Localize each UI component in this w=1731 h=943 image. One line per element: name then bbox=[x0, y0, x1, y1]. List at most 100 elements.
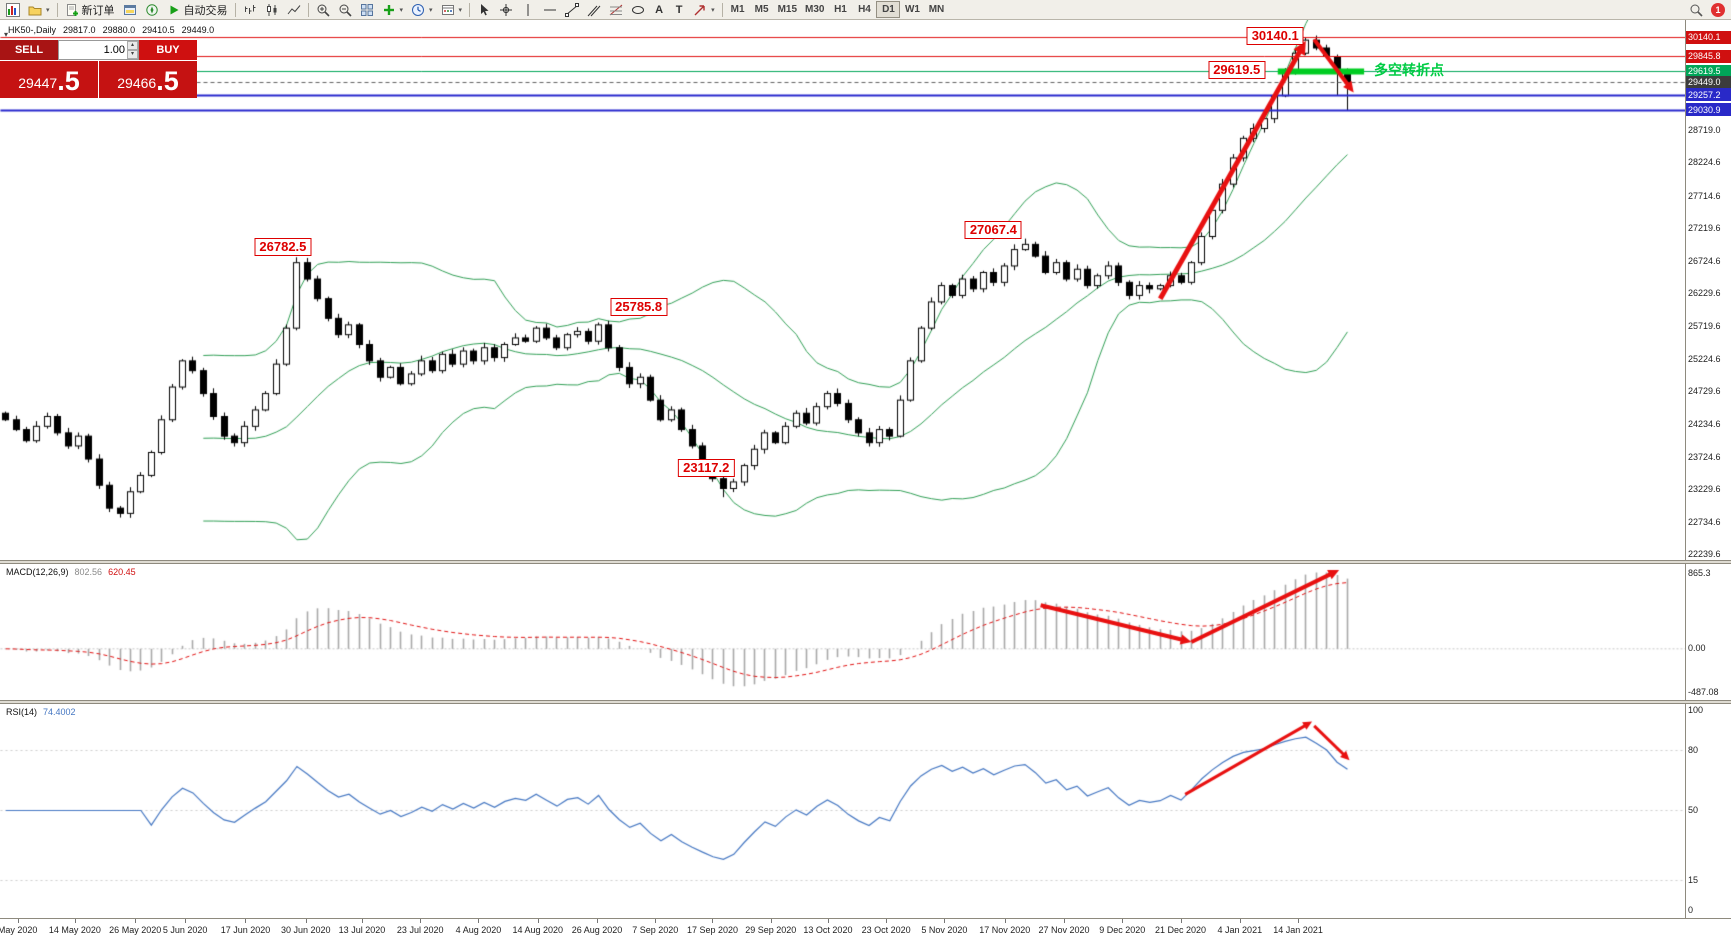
time-axis-label: 23 Oct 2020 bbox=[861, 925, 911, 935]
volume-input[interactable] bbox=[59, 41, 127, 59]
buy-button[interactable]: BUY bbox=[139, 40, 197, 60]
time-axis-tick bbox=[74, 919, 76, 923]
search-icon bbox=[1690, 4, 1703, 17]
volume-increase-button[interactable]: ▴ bbox=[127, 41, 138, 50]
text-label-icon: T bbox=[675, 3, 683, 16]
price-axis-label: 22734.6 bbox=[1688, 516, 1721, 527]
fibonacci-button[interactable] bbox=[605, 1, 627, 19]
price-axis-label: 25719.6 bbox=[1688, 321, 1721, 332]
price-tag: 29845.8 bbox=[1686, 49, 1731, 63]
time-axis-label: 9 Dec 2020 bbox=[1099, 925, 1146, 935]
time-axis-label: 14 May 2020 bbox=[48, 925, 101, 935]
time-axis-tick bbox=[1180, 919, 1182, 923]
macd-panel-canvas[interactable] bbox=[0, 564, 1685, 700]
symbol-period-label: HK50-,Daily bbox=[8, 25, 57, 35]
timeframe-button-h4[interactable]: H4 bbox=[852, 1, 876, 18]
sell-button[interactable]: SELL bbox=[0, 40, 58, 60]
new-order-button[interactable]: 新订单 bbox=[61, 1, 119, 19]
timeframe-button-h1[interactable]: H1 bbox=[828, 1, 852, 18]
price-chart-canvas[interactable] bbox=[0, 20, 1685, 560]
auto-trading-label: 自动交易 bbox=[183, 4, 228, 17]
toolbar-separator bbox=[721, 2, 723, 17]
time-axis-tick bbox=[17, 919, 19, 923]
channel-button[interactable] bbox=[583, 1, 605, 19]
text-tool-icon: A bbox=[655, 3, 664, 16]
auto-trading-button[interactable]: 自动交易 bbox=[163, 1, 232, 19]
market-watch-button[interactable] bbox=[119, 1, 141, 19]
shapes-button[interactable] bbox=[627, 1, 649, 19]
time-axis-tick bbox=[1004, 919, 1006, 923]
time-axis-tick bbox=[135, 919, 137, 923]
candlestick-chart-button[interactable] bbox=[261, 1, 283, 19]
bar-chart-button[interactable] bbox=[239, 1, 261, 19]
time-axis-tick bbox=[305, 919, 307, 923]
time-axis-label: 5 Jun 2020 bbox=[162, 925, 208, 935]
time-axis-label: 4 Jan 2021 bbox=[1217, 925, 1263, 935]
timeframe-button-mn[interactable]: MN bbox=[924, 1, 948, 18]
indicators-button[interactable] bbox=[378, 1, 408, 19]
time-axis[interactable]: May 2020 14 May 2020 26 May 2020 5 Jun 2020… bbox=[0, 918, 1731, 943]
horizontal-line-button[interactable] bbox=[539, 1, 561, 19]
volume-decrease-button[interactable]: ▾ bbox=[127, 50, 138, 59]
time-axis-label: 23 Jul 2020 bbox=[396, 925, 444, 935]
search-button[interactable] bbox=[1685, 1, 1707, 19]
navigator-button[interactable] bbox=[141, 1, 163, 19]
periods-button[interactable] bbox=[407, 1, 437, 19]
time-axis-label: 21 Dec 2020 bbox=[1155, 925, 1207, 935]
tile-windows-icon bbox=[360, 3, 373, 16]
arrow-object-icon bbox=[694, 4, 705, 15]
line-chart-button[interactable] bbox=[283, 1, 305, 19]
trendline-button[interactable] bbox=[561, 1, 583, 19]
text-button[interactable]: A bbox=[649, 1, 669, 19]
cursor-button[interactable] bbox=[473, 1, 495, 19]
new-chart-button[interactable] bbox=[2, 1, 24, 19]
zoom-out-button[interactable] bbox=[334, 1, 356, 19]
timeframe-button-m30[interactable]: M30 bbox=[801, 1, 828, 18]
sell-price-button[interactable]: 29447.5 bbox=[0, 61, 98, 98]
one-click-collapse-arrow[interactable]: ▾ bbox=[4, 30, 9, 39]
toolbar-separator bbox=[307, 2, 309, 17]
time-axis-label: May 2020 bbox=[0, 925, 38, 935]
macd-signal-value: 620.45 bbox=[108, 567, 136, 577]
profiles-button[interactable] bbox=[24, 1, 54, 19]
time-axis-label: 4 Aug 2020 bbox=[455, 925, 502, 935]
price-axis-label: 26724.6 bbox=[1688, 255, 1721, 266]
timeframe-button-m5[interactable]: M5 bbox=[750, 1, 774, 18]
time-axis-label: 17 Nov 2020 bbox=[979, 925, 1031, 935]
macd-indicator-label: MACD(12,26,9) 802.56 620.45 bbox=[6, 567, 136, 577]
timeframe-button-w1[interactable]: W1 bbox=[900, 1, 924, 18]
vertical-line-button[interactable] bbox=[517, 1, 539, 19]
toolbar-separator bbox=[234, 2, 236, 17]
text-label-button[interactable]: T bbox=[669, 1, 689, 19]
time-axis-tick bbox=[185, 919, 187, 923]
buy-price-button[interactable]: 29466.5 bbox=[99, 61, 197, 98]
panel-divider[interactable] bbox=[0, 560, 1731, 564]
tile-windows-button[interactable] bbox=[356, 1, 378, 19]
fibonacci-icon bbox=[609, 4, 623, 15]
macd-axis-label: 865.3 bbox=[1688, 568, 1711, 578]
zoom-in-button[interactable] bbox=[312, 1, 334, 19]
ellipse-icon bbox=[632, 5, 645, 14]
rsi-title: RSI(14) bbox=[6, 707, 38, 717]
time-axis-tick bbox=[944, 919, 946, 923]
trendline-icon bbox=[565, 2, 580, 17]
notification-badge[interactable]: 1 bbox=[1711, 2, 1725, 17]
panel-divider[interactable] bbox=[0, 700, 1731, 704]
price-axis-label: 24234.6 bbox=[1688, 418, 1721, 429]
rsi-value: 74.4002 bbox=[43, 707, 76, 717]
timeframe-button-m1[interactable]: M1 bbox=[726, 1, 750, 18]
arrows-button[interactable] bbox=[689, 1, 719, 19]
line-chart-icon bbox=[287, 4, 300, 14]
timeframe-button-d1[interactable]: D1 bbox=[876, 1, 901, 18]
crosshair-button[interactable] bbox=[495, 1, 517, 19]
price-axis[interactable]: 28719.0 28224.6 27714.6 27219.6 26724.6 26229… bbox=[1685, 20, 1731, 918]
price-tag: 30140.1 bbox=[1686, 30, 1731, 44]
time-axis-tick bbox=[361, 919, 363, 923]
time-axis-tick bbox=[1239, 919, 1241, 923]
time-axis-label: 5 Nov 2020 bbox=[921, 925, 968, 935]
rsi-panel-canvas[interactable] bbox=[0, 704, 1685, 918]
timeframe-button-m15[interactable]: M15 bbox=[774, 1, 801, 18]
templates-button[interactable] bbox=[437, 1, 467, 19]
add-indicator-icon bbox=[383, 4, 394, 15]
toolbar-separator bbox=[469, 2, 471, 17]
